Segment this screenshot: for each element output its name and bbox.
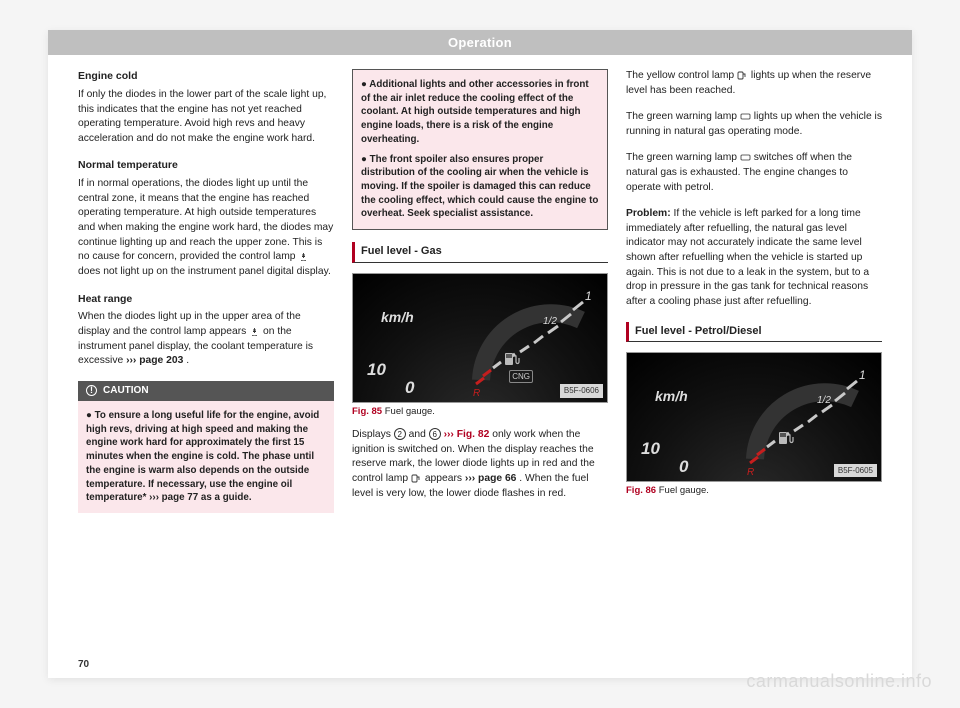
caution-header: ! CAUTION xyxy=(78,381,334,401)
gauge-speed-0: 0 xyxy=(405,376,414,400)
fuel-gauge-gas-figure: km/h 10 0 xyxy=(352,273,608,403)
column-2: ● Additional lights and other accessorie… xyxy=(352,69,608,513)
text: The yellow control lamp xyxy=(626,70,737,81)
text: The green warning lamp xyxy=(626,152,740,163)
figure-number: Fig. 86 xyxy=(626,485,656,496)
text: and xyxy=(409,429,429,440)
para-gas-gauge: Displays 2 and 6 ››› Fig. 82 only work w… xyxy=(352,428,608,501)
text: appears xyxy=(425,473,465,484)
gauge-mark-half: 1/2 xyxy=(817,395,831,406)
section-title-fuel-gas: Fuel level - Gas xyxy=(352,242,608,263)
gauge-mark-1: 1 xyxy=(585,289,592,303)
crossref-link: ››› page 203 xyxy=(126,355,183,366)
gas-mode-icon xyxy=(740,112,751,121)
note-bullet-2: ● The front spoiler also ensures proper … xyxy=(361,153,599,222)
text: . xyxy=(186,355,189,366)
para-green-lamp-off: The green warning lamp switches off when… xyxy=(626,151,882,195)
gas-mode-icon xyxy=(740,153,751,162)
gauge-speed-10: 10 xyxy=(367,358,386,382)
figure-code: B5F-0606 xyxy=(560,384,603,397)
caution-body: ● To ensure a long useful life for the e… xyxy=(78,401,334,513)
column-3: The yellow control lamp lights up when t… xyxy=(626,69,882,513)
text: does not light up on the instrument pane… xyxy=(78,266,331,277)
fuel-reserve-icon xyxy=(737,71,748,80)
text: ● To ensure a long useful life for the e… xyxy=(86,410,319,503)
page-header: Operation xyxy=(48,30,912,55)
watermark: carmanualsonline.info xyxy=(746,671,932,692)
fuel-arc-svg: 1 1/2 R xyxy=(725,359,875,479)
fuel-pump-icon xyxy=(503,350,521,368)
callout-2: 2 xyxy=(394,428,406,440)
crossref-link: ››› page 66 xyxy=(465,473,517,484)
gauge-kmh-label: km/h xyxy=(381,308,414,328)
caution-icon: ! xyxy=(86,385,97,396)
manual-page: Operation Engine cold If only the diodes… xyxy=(48,30,912,678)
para-yellow-lamp: The yellow control lamp lights up when t… xyxy=(626,69,882,98)
content-columns: Engine cold If only the diodes in the lo… xyxy=(48,55,912,513)
note-bullet-1: ● Additional lights and other accessorie… xyxy=(361,78,599,147)
text: Displays xyxy=(352,429,394,440)
para-green-lamp-on: The green warning lamp lights up when th… xyxy=(626,110,882,139)
figure-caption-text: Fuel gauge. xyxy=(659,485,709,496)
para-problem: Problem: If the vehicle is left parked f… xyxy=(626,207,882,309)
gauge-mark-half: 1/2 xyxy=(543,316,557,327)
crossref-link: ››› page 77 xyxy=(149,492,198,503)
fuel-gauge-petrol-figure: km/h 10 0 xyxy=(626,352,882,482)
gauge-kmh-label: km/h xyxy=(655,387,688,407)
note-box: ● Additional lights and other accessorie… xyxy=(352,69,608,230)
figure-number: Fig. 85 xyxy=(352,406,382,417)
section-title-fuel-petrol: Fuel level - Petrol/Diesel xyxy=(626,322,882,343)
para-normal-temp: If in normal operations, the diodes ligh… xyxy=(78,177,334,279)
heading-heat-range: Heat range xyxy=(78,292,334,307)
column-1: Engine cold If only the diodes in the lo… xyxy=(78,69,334,513)
heading-engine-cold: Engine cold xyxy=(78,69,334,84)
fuel-reserve-icon xyxy=(411,474,422,483)
para-heat-range: When the diodes light up in the upper ar… xyxy=(78,310,334,368)
gauge-speed-10: 10 xyxy=(641,437,660,461)
figure-caption-85: Fig. 85 Fuel gauge. xyxy=(352,405,608,418)
figure-caption-text: Fuel gauge. xyxy=(385,406,435,417)
gauge-mark-r: R xyxy=(473,388,480,399)
caution-box: ! CAUTION ● To ensure a long useful life… xyxy=(78,381,334,513)
caution-title: CAUTION xyxy=(103,384,149,398)
page-number: 70 xyxy=(78,659,89,670)
figure-code: B5F-0605 xyxy=(834,464,877,477)
text: If the vehicle is left parked for a long… xyxy=(626,208,869,307)
para-engine-cold: If only the diodes in the lower part of … xyxy=(78,88,334,146)
text: as a guide. xyxy=(201,492,252,503)
text: The green warning lamp xyxy=(626,111,740,122)
heading-normal-temp: Normal temperature xyxy=(78,158,334,173)
problem-label: Problem: xyxy=(626,208,671,219)
temperature-warning-icon xyxy=(249,327,260,336)
temperature-warning-icon xyxy=(298,252,309,261)
gauge-mark-1: 1 xyxy=(859,368,866,382)
callout-6: 6 xyxy=(429,428,441,440)
figure-caption-86: Fig. 86 Fuel gauge. xyxy=(626,484,882,497)
cng-badge: CNG xyxy=(509,370,533,383)
text: If in normal operations, the diodes ligh… xyxy=(78,178,333,262)
gauge-speed-0: 0 xyxy=(679,455,688,479)
crossref-link: ››› Fig. 82 xyxy=(444,429,490,440)
gauge-mark-r: R xyxy=(747,467,754,478)
fuel-pump-icon xyxy=(777,429,795,447)
